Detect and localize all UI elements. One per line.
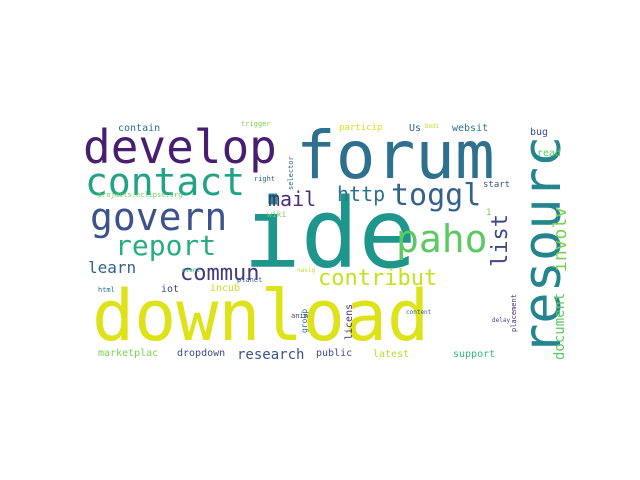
cloud-word: contact xyxy=(85,160,245,204)
cloud-word: delay xyxy=(492,317,510,324)
cloud-word: bodi xyxy=(425,123,440,130)
cloud-word: html xyxy=(98,286,115,294)
cloud-word: wiki xyxy=(267,210,286,219)
cloud-word: contain xyxy=(118,123,160,134)
cloud-word: anim xyxy=(291,312,308,320)
cloud-word: planet xyxy=(237,276,262,284)
cloud-word: support xyxy=(453,349,495,360)
cloud-word: mail xyxy=(268,187,316,211)
cloud-word: particip xyxy=(339,123,382,133)
cloud-word: commun xyxy=(180,261,259,286)
cloud-word: right xyxy=(254,175,275,183)
cloud-word: trigger xyxy=(241,120,271,128)
cloud-word: research xyxy=(237,347,304,363)
cloud-word: list xyxy=(488,214,513,267)
cloud-word: report xyxy=(115,229,216,262)
cloud-word: paho xyxy=(396,217,488,261)
cloud-word: start xyxy=(483,180,510,190)
cloud-word: event xyxy=(182,267,200,274)
cloud-word: learn xyxy=(88,258,136,277)
cloud-word: group xyxy=(300,309,309,333)
cloud-word: dropdown xyxy=(177,348,225,359)
cloud-word: 1 xyxy=(486,208,491,218)
cloud-word: contribut xyxy=(318,266,437,291)
cloud-word: licens xyxy=(344,304,355,340)
cloud-word: ide xyxy=(243,178,416,290)
cloud-word: projects.eclipse.org xyxy=(98,191,182,199)
cloud-word: content xyxy=(406,309,432,316)
cloud-word: govern xyxy=(90,195,227,239)
cloud-word: navig xyxy=(297,267,315,274)
cloud-word: read xyxy=(537,148,561,159)
cloud-word: marketplac xyxy=(98,348,158,359)
cloud-word: bug xyxy=(530,127,548,138)
cloud-word: document xyxy=(552,293,568,360)
cloud-word: resourc xyxy=(513,136,573,355)
cloud-word: toggl xyxy=(391,178,481,213)
cloud-word: http xyxy=(337,182,385,206)
cloud-word: download xyxy=(92,275,429,357)
cloud-word: incub xyxy=(210,283,240,294)
cloud-word: placement xyxy=(510,294,518,332)
cloud-word: Us xyxy=(409,123,421,134)
cloud-word: selector xyxy=(287,156,295,190)
cloud-word: develop xyxy=(83,120,277,174)
cloud-word: forum xyxy=(296,117,495,194)
cloud-word: iot xyxy=(161,284,179,295)
cloud-word: involv xyxy=(550,207,571,272)
cloud-word: websit xyxy=(452,123,488,134)
cloud-word: public xyxy=(316,348,352,359)
cloud-word: latest xyxy=(373,349,409,360)
